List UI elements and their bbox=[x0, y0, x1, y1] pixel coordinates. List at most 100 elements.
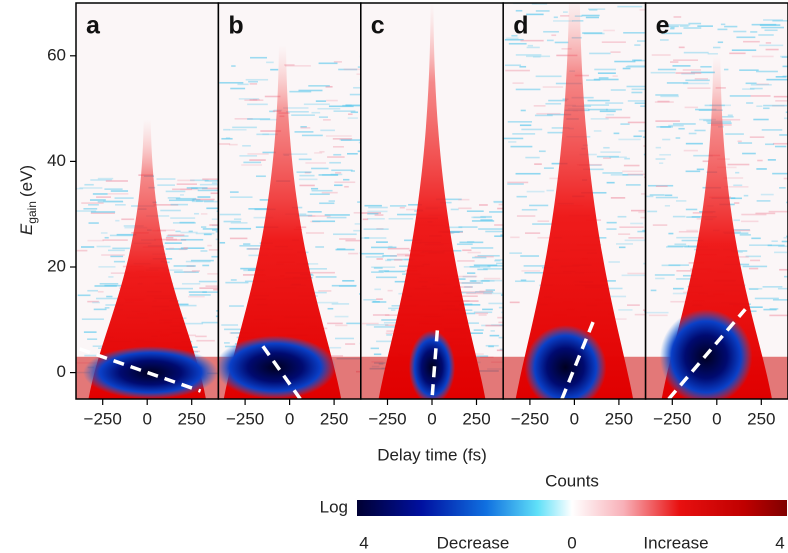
noise bbox=[242, 274, 266, 276]
noise bbox=[534, 114, 553, 117]
noise bbox=[603, 29, 615, 32]
noise bbox=[338, 68, 358, 71]
noise bbox=[335, 248, 355, 251]
noise bbox=[472, 355, 489, 358]
noise bbox=[605, 102, 624, 104]
noise bbox=[723, 68, 729, 71]
noise bbox=[600, 151, 621, 153]
noise bbox=[332, 138, 353, 140]
noise bbox=[632, 59, 642, 62]
noise bbox=[627, 121, 646, 124]
noise bbox=[556, 54, 578, 57]
noise bbox=[583, 32, 605, 35]
noise bbox=[515, 54, 542, 56]
noise bbox=[639, 9, 646, 11]
plume bbox=[515, 3, 634, 399]
noise bbox=[511, 34, 518, 37]
noise bbox=[619, 226, 644, 229]
noise bbox=[318, 290, 332, 292]
noise bbox=[503, 137, 524, 140]
noise bbox=[516, 215, 536, 217]
noise bbox=[480, 219, 493, 221]
noise bbox=[191, 270, 200, 272]
noise bbox=[101, 254, 125, 256]
noise bbox=[294, 131, 314, 133]
noise bbox=[725, 133, 744, 135]
noise bbox=[765, 42, 772, 44]
heatmap bbox=[360, 3, 504, 399]
noise bbox=[722, 115, 734, 118]
noise bbox=[298, 89, 323, 92]
noise bbox=[782, 75, 788, 78]
y-tick-label: 0 bbox=[57, 362, 66, 381]
noise bbox=[610, 174, 629, 176]
noise bbox=[473, 311, 493, 314]
noise bbox=[346, 322, 361, 325]
noise bbox=[596, 155, 619, 158]
noise bbox=[249, 159, 266, 161]
noise bbox=[367, 212, 379, 215]
noise bbox=[723, 232, 749, 235]
noise bbox=[104, 307, 110, 309]
noise bbox=[453, 278, 466, 280]
noise bbox=[190, 179, 209, 182]
noise bbox=[661, 32, 683, 35]
noise bbox=[581, 191, 607, 194]
noise bbox=[349, 93, 361, 96]
noise bbox=[673, 59, 699, 62]
noise bbox=[766, 78, 788, 81]
noise bbox=[354, 223, 361, 225]
noise bbox=[462, 300, 470, 302]
noise bbox=[385, 259, 392, 262]
noise bbox=[310, 187, 319, 190]
noise bbox=[230, 279, 237, 281]
noise bbox=[512, 82, 524, 84]
noise bbox=[603, 146, 610, 149]
noise bbox=[372, 314, 390, 316]
noise bbox=[374, 288, 381, 291]
noise bbox=[191, 200, 203, 203]
noise bbox=[594, 237, 607, 239]
noise bbox=[328, 200, 335, 202]
noise bbox=[519, 65, 527, 68]
noise bbox=[526, 55, 551, 58]
noise bbox=[599, 280, 616, 282]
noise bbox=[245, 78, 269, 81]
noise bbox=[549, 177, 560, 180]
noise bbox=[659, 153, 671, 156]
x-tick-label: −250 bbox=[368, 409, 406, 428]
noise bbox=[672, 215, 686, 218]
noise bbox=[80, 246, 95, 248]
noise bbox=[633, 135, 642, 138]
noise bbox=[204, 180, 219, 182]
noise bbox=[262, 151, 276, 154]
noise bbox=[171, 287, 193, 290]
noise bbox=[767, 159, 776, 161]
noise bbox=[485, 230, 504, 233]
noise bbox=[174, 271, 199, 273]
noise bbox=[385, 332, 400, 335]
noise bbox=[473, 329, 484, 331]
noise bbox=[494, 260, 501, 262]
noise bbox=[367, 217, 385, 220]
noise bbox=[231, 65, 236, 67]
panel-label: d bbox=[513, 12, 528, 40]
noise bbox=[736, 36, 756, 39]
noise bbox=[524, 232, 541, 234]
noise bbox=[456, 243, 473, 246]
noise bbox=[207, 273, 219, 275]
x-tick-label: 0 bbox=[570, 409, 579, 428]
noise bbox=[534, 163, 542, 165]
noise bbox=[774, 251, 788, 254]
noise bbox=[458, 198, 470, 201]
noise bbox=[774, 145, 787, 148]
noise bbox=[581, 14, 600, 17]
noise bbox=[219, 81, 244, 84]
noise bbox=[519, 124, 532, 127]
noise bbox=[631, 88, 646, 91]
x-tick-label: 0 bbox=[712, 409, 721, 428]
noise bbox=[458, 207, 472, 210]
noise bbox=[551, 34, 557, 37]
noise bbox=[782, 65, 788, 68]
noise bbox=[526, 190, 545, 193]
